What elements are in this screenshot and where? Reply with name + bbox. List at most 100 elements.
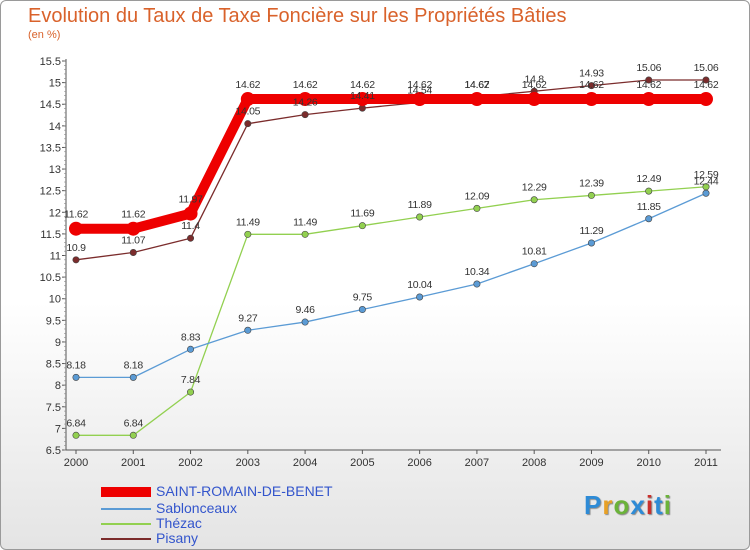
series-line — [75, 186, 707, 436]
data-label: 14.54 — [407, 84, 432, 96]
data-label: 10.04 — [407, 279, 432, 291]
data-point — [72, 373, 80, 381]
data-label: 12.49 — [636, 173, 661, 185]
legend-swatch — [101, 487, 151, 497]
data-label: 14.62 — [407, 79, 432, 91]
data-point — [72, 431, 80, 439]
data-point — [355, 92, 370, 107]
data-label: 15.06 — [636, 62, 661, 74]
logo-letter: P — [584, 490, 603, 520]
y-tick-label: 8.5 — [46, 359, 61, 371]
y-tick-label: 9 — [55, 337, 61, 349]
data-point — [187, 234, 195, 242]
legend-label: Thézac — [156, 515, 202, 531]
series-line — [75, 192, 707, 379]
x-tick-label: 2007 — [465, 457, 489, 469]
x-tick-label: 2000 — [64, 457, 88, 469]
chart-title: Evolution du Taux de Taxe Foncière sur l… — [28, 5, 567, 27]
data-label: 14.62 — [694, 79, 719, 91]
data-label: 14.62 — [465, 79, 490, 91]
data-point — [412, 92, 427, 107]
data-label: 10.34 — [465, 266, 490, 278]
data-label: 11.97 — [179, 194, 203, 206]
data-point — [358, 222, 366, 230]
logo-letter: x — [630, 490, 646, 520]
legend-label: SAINT-ROMAIN-DE-BENET — [156, 483, 333, 499]
data-label: 12.39 — [579, 177, 604, 189]
data-point — [126, 221, 141, 236]
data-label: 11.85 — [637, 201, 661, 213]
data-point — [240, 92, 255, 107]
legend-swatch — [101, 508, 151, 510]
data-point — [416, 293, 424, 301]
logo-letter: t — [654, 490, 664, 520]
logo-letter: o — [613, 490, 631, 520]
data-label: 7.84 — [181, 374, 201, 386]
data-label: 8.18 — [124, 359, 144, 371]
logo-letter: r — [602, 490, 614, 520]
data-label: 11.4 — [181, 220, 200, 232]
data-point — [587, 82, 595, 90]
y-tick-label: 11 — [50, 251, 61, 263]
y-tick-label: 12 — [49, 207, 61, 219]
data-point — [183, 206, 198, 221]
data-label: 12.59 — [694, 169, 719, 181]
data-point — [473, 204, 481, 212]
data-label: 11.07 — [121, 234, 145, 246]
legend-item-thezac: Thézac — [101, 515, 401, 531]
data-point — [129, 373, 137, 381]
legend-swatch — [101, 538, 151, 540]
data-label: 8.83 — [181, 331, 201, 343]
x-tick-label: 2008 — [522, 457, 546, 469]
data-point — [358, 306, 366, 314]
data-point — [645, 76, 653, 84]
data-label: 14.26 — [293, 97, 318, 109]
data-point — [69, 221, 83, 236]
data-label: 11.49 — [236, 216, 260, 228]
legend-swatch — [101, 523, 151, 525]
data-point — [645, 215, 653, 223]
x-tick-label: 2009 — [579, 457, 603, 469]
data-point — [587, 191, 595, 199]
data-label: 14.93 — [579, 68, 604, 80]
data-label: 10.81 — [522, 246, 547, 258]
data-point — [699, 92, 713, 107]
data-label: 14.62 — [350, 79, 375, 91]
proxiti-logo: Proxiti — [584, 490, 672, 521]
data-point — [72, 256, 80, 264]
data-point — [473, 280, 481, 288]
y-tick-label: 10.5 — [40, 272, 61, 284]
data-point — [301, 111, 309, 119]
x-tick-label: 2002 — [178, 457, 202, 469]
y-tick-label: 8 — [55, 380, 61, 392]
data-point — [129, 431, 137, 439]
data-label: 6.84 — [124, 417, 144, 429]
data-point — [530, 196, 538, 204]
data-label: 12.09 — [465, 190, 490, 202]
y-tick-label: 10 — [49, 294, 61, 306]
x-tick-label: 2010 — [636, 457, 660, 469]
legend-label: Pisany — [156, 530, 199, 546]
y-tick-label: 14 — [49, 121, 61, 133]
data-label: 9.46 — [295, 304, 315, 316]
data-point — [702, 76, 710, 84]
y-tick-label: 13 — [49, 164, 61, 176]
data-point — [584, 92, 599, 107]
data-label: 14.8 — [525, 73, 545, 85]
data-point — [129, 248, 137, 256]
data-label: 11.69 — [350, 208, 374, 220]
series-line — [71, 94, 711, 234]
data-label: 12.29 — [522, 182, 547, 194]
data-point — [587, 239, 595, 247]
data-point — [641, 92, 656, 107]
data-label: 9.27 — [238, 312, 258, 324]
y-tick-label: 6.5 — [46, 445, 61, 457]
data-label: 14.62 — [293, 79, 318, 91]
data-label: 14.62 — [522, 79, 547, 91]
data-point — [244, 326, 252, 334]
data-label: 6.84 — [66, 417, 86, 429]
data-label: 9.75 — [353, 292, 373, 304]
data-point — [244, 120, 252, 128]
data-point — [416, 213, 424, 221]
